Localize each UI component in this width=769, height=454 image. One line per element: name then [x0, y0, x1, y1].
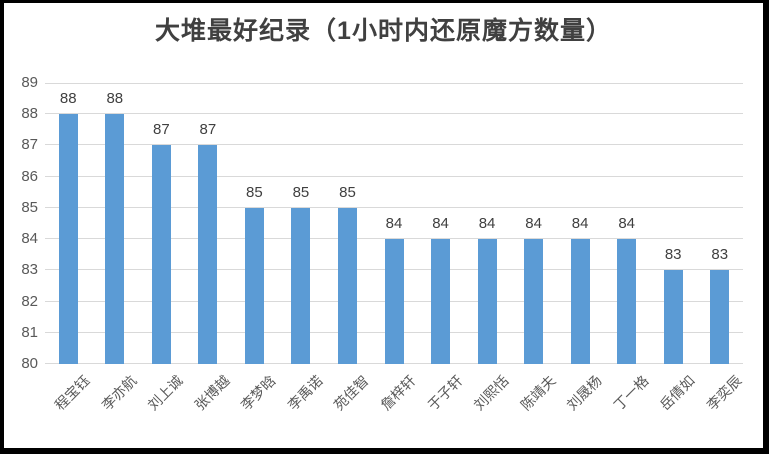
- gridline: [45, 175, 743, 177]
- category-label: 李亦航: [98, 372, 140, 414]
- category-label: 刘晟杨: [563, 372, 605, 414]
- y-axis: 80 81 82 83 84 85 86 87 88 89: [4, 75, 38, 372]
- bar: [151, 145, 171, 364]
- y-tick-label: 86: [21, 167, 38, 185]
- bar: [244, 207, 264, 364]
- category-label: 詹梓轩: [377, 372, 419, 414]
- bar-chart: 大堆最好纪录（1小时内还原魔方数量） 80 81 82 83 84 85 86 87 88 89 …: [4, 3, 763, 448]
- bar: [617, 239, 637, 364]
- y-tick-label: 84: [21, 230, 38, 248]
- bar-value-label: 84: [618, 215, 635, 233]
- bar: [58, 114, 78, 364]
- bar-value-label: 87: [152, 121, 170, 139]
- category-label: 丁一格: [610, 372, 652, 414]
- y-tick-label: 80: [21, 355, 38, 372]
- y-tick-label: 89: [21, 74, 38, 91]
- category-label: 刘熙恬: [470, 372, 512, 414]
- plot-area: 88 程宝钰 88 李亦航 87 刘上诚 87 张博越 85 李梦晗 85 李禹诺 85 苑佳智 84 詹梓轩…: [45, 83, 744, 413]
- bar-value-label: 87: [199, 121, 217, 139]
- chart-title: 大堆最好纪录（1小时内还原魔方数量）: [155, 17, 612, 45]
- bar-value-label: 88: [59, 90, 77, 108]
- y-tick-label: 87: [21, 136, 38, 154]
- category-label: 刘上诚: [144, 372, 186, 414]
- category-label: 李奕辰: [703, 372, 745, 414]
- category-label: 张博越: [191, 372, 233, 414]
- y-tick-label: 85: [21, 198, 38, 216]
- bar-value-label: 85: [246, 183, 263, 201]
- category-label: 李禹诺: [284, 372, 326, 414]
- bar-value-label: 84: [478, 215, 496, 233]
- bar-value-label: 84: [432, 215, 449, 233]
- bar: [663, 270, 683, 364]
- bar: [477, 239, 497, 364]
- bar: [337, 207, 357, 364]
- bar: [198, 145, 218, 364]
- category-label: 于子轩: [424, 372, 466, 414]
- bar: [384, 239, 404, 364]
- bar-value-label: 85: [292, 183, 310, 201]
- bar-value-label: 84: [525, 215, 542, 233]
- y-tick-label: 81: [21, 323, 38, 341]
- bar: [710, 270, 730, 364]
- y-tick-label: 88: [21, 105, 38, 123]
- bar-value-label: 84: [385, 215, 403, 233]
- category-label: 岳倩如: [656, 372, 698, 414]
- gridline: [45, 83, 743, 84]
- category-label: 程宝钰: [51, 372, 93, 414]
- gridline: [45, 113, 743, 115]
- y-tick-label: 82: [21, 292, 38, 310]
- bar: [431, 239, 451, 364]
- bar-value-label: 88: [106, 90, 124, 108]
- bar-value-label: 83: [711, 246, 729, 264]
- category-label: 苑佳智: [331, 372, 373, 414]
- gridline: [45, 144, 743, 146]
- gridline: [45, 206, 743, 208]
- bar: [524, 239, 544, 364]
- bar-value-label: 83: [664, 246, 682, 264]
- bar-value-label: 84: [571, 215, 589, 233]
- bar-value-label: 85: [339, 183, 356, 201]
- y-tick-label: 83: [21, 261, 38, 279]
- category-label: 陈靖夫: [517, 372, 559, 414]
- category-label: 李梦晗: [238, 372, 280, 414]
- bar: [291, 207, 311, 364]
- gridline: [45, 238, 743, 240]
- bar: [105, 114, 125, 364]
- bar: [570, 239, 590, 364]
